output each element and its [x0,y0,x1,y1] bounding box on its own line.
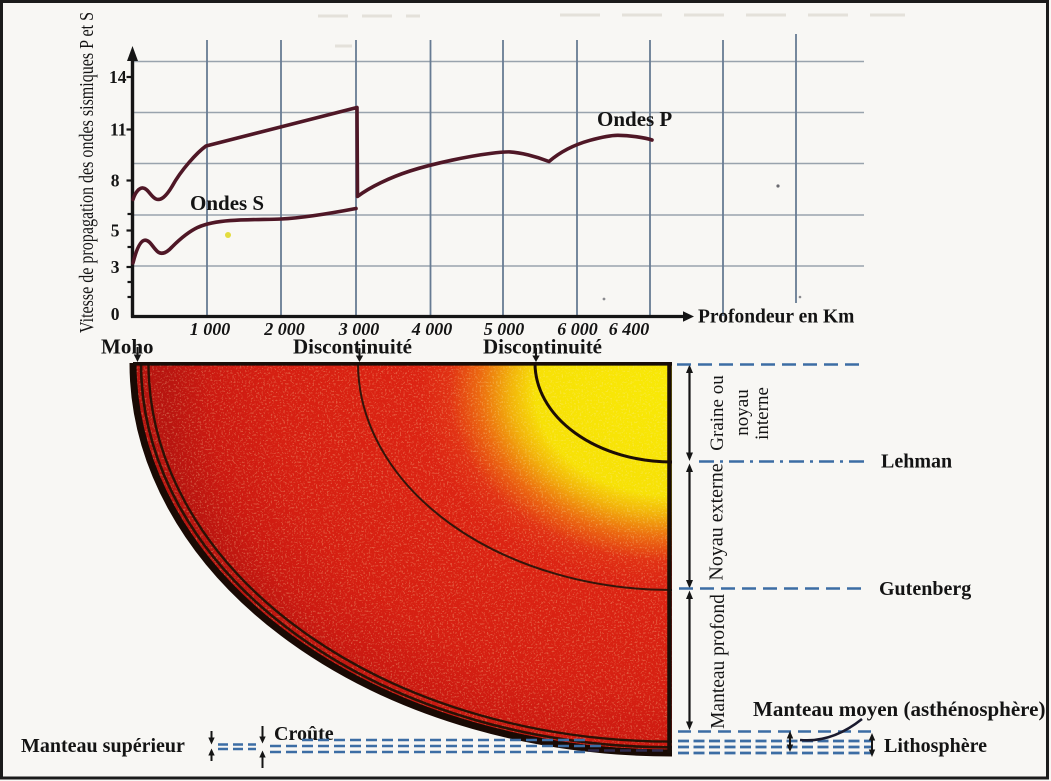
svg-text:noyau: noyau [732,389,753,436]
svg-text:Manteau supérieur: Manteau supérieur [21,735,185,757]
svg-text:Vitesse de propagation des ond: Vitesse de propagation des ondes sismiqu… [77,12,98,333]
svg-text:4 000: 4 000 [411,319,453,339]
svg-text:Croûte: Croûte [274,723,334,745]
svg-text:5: 5 [111,221,120,241]
svg-text:interne: interne [752,387,773,440]
svg-text:6 400: 6 400 [609,319,650,339]
svg-text:Manteau profond: Manteau profond [708,594,729,729]
svg-text:Ondes S: Ondes S [190,191,264,215]
svg-text:6 000: 6 000 [557,319,598,339]
svg-text:1 000: 1 000 [190,319,231,339]
svg-text:5 000: 5 000 [484,319,525,339]
svg-text:Discontinuité: Discontinuité [293,335,412,359]
svg-text:Discontinuité: Discontinuité [483,335,602,359]
svg-text:Profondeur en Km: Profondeur en Km [698,307,854,328]
svg-text:11: 11 [110,120,127,140]
svg-text:Lehman: Lehman [881,451,952,473]
svg-text:Lithosphère: Lithosphère [884,735,987,757]
svg-text:Manteau moyen (asthénosphère): Manteau moyen (asthénosphère) [753,697,1045,721]
svg-text:Gutenberg: Gutenberg [879,578,971,600]
svg-text:0: 0 [111,304,120,324]
svg-text:3 000: 3 000 [338,319,380,339]
svg-text:3: 3 [111,257,120,277]
svg-text:Moho: Moho [101,335,154,359]
svg-text:Noyau externe: Noyau externe [706,463,728,580]
svg-text:8: 8 [111,171,120,191]
svg-text:14: 14 [109,67,127,87]
svg-text:Graine ou: Graine ou [707,375,728,451]
svg-text:Ondes P: Ondes P [597,107,672,131]
svg-text:2 000: 2 000 [263,319,305,339]
